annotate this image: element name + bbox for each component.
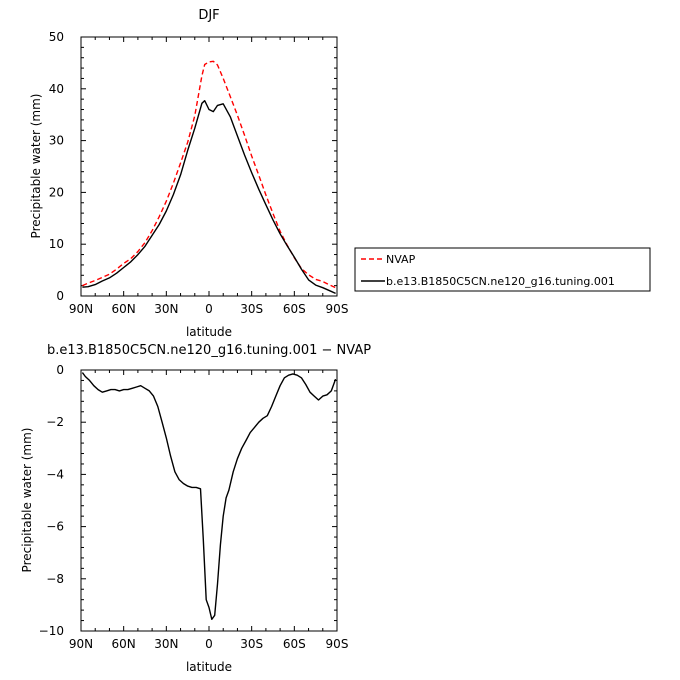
bottom-chart-ylabel: Precipitable water (mm) — [20, 428, 34, 573]
top-series-line-nvap — [82, 60, 336, 289]
bottom-xtick-label: 30N — [154, 637, 178, 651]
top-ytick-label: 50 — [49, 30, 64, 44]
top-xtick-label: 30N — [154, 302, 178, 316]
bottom-plot-frame — [80, 369, 338, 632]
top-axis-ticks: 90N 60N 30N 0 30S 60S 90S 0 10 20 30 40 50 — [49, 30, 349, 316]
bottom-xtick-label: 0 — [205, 637, 213, 651]
bottom-axis-ticks: 90N 60N 30N 0 30S 60S 90S 0 −2 −4 −6 −8 −10 — [39, 363, 349, 651]
top-ytick-label: 0 — [56, 289, 64, 303]
top-xtick-label: 30S — [240, 302, 263, 316]
top-ytick-label: 10 — [49, 237, 64, 251]
legend-nvap-label: NVAP — [386, 253, 416, 266]
top-series-group — [82, 60, 336, 295]
legend-box — [354, 247, 651, 292]
top-xtick-label: 0 — [205, 302, 213, 316]
legend: NVAP b.e13.B1850C5CN.ne120_g16.tuning.00… — [354, 247, 651, 292]
top-ytick-label: 40 — [49, 82, 64, 96]
bottom-ytick-label: −2 — [46, 415, 64, 429]
bottom-series-group — [81, 372, 337, 620]
bottom-chart-title: b.e13.B1850C5CN.ne120_g16.tuning.001 − N… — [47, 343, 371, 358]
top-xtick-label: 60N — [112, 302, 136, 316]
bottom-xtick-label: 30S — [240, 637, 263, 651]
bottom-ytick-label: −4 — [46, 467, 64, 481]
bottom-ytick-label: −8 — [46, 572, 64, 586]
bottom-ytick-label: 0 — [56, 363, 64, 377]
bottom-ytick-label: −6 — [46, 520, 64, 534]
bottom-xtick-label: 60S — [283, 637, 306, 651]
top-xtick-label: 90N — [69, 302, 93, 316]
bottom-xtick-label: 90N — [69, 637, 93, 651]
top-chart-title: DJF — [198, 8, 219, 23]
top-xtick-label: 90S — [326, 302, 349, 316]
legend-model-label: b.e13.B1850C5CN.ne120_g16.tuning.001 — [386, 275, 615, 288]
top-ytick-label: 20 — [49, 185, 64, 199]
bottom-chart: b.e13.B1850C5CN.ne120_g16.tuning.001 − N… — [20, 343, 371, 674]
top-series-line-model — [82, 99, 336, 295]
top-plot-frame — [80, 36, 338, 297]
top-xtick-label: 60S — [283, 302, 306, 316]
top-chart: DJF 90N 60N 30N 0 30S 60S 90S 0 10 20 30 40 50 latit… — [29, 8, 348, 339]
bottom-xtick-label: 90S — [326, 637, 349, 651]
bottom-ytick-label: −10 — [39, 624, 64, 638]
bottom-xtick-label: 60N — [112, 637, 136, 651]
top-chart-xlabel: latitude — [186, 325, 232, 339]
top-ytick-label: 30 — [49, 134, 64, 148]
bottom-series-line-model — [81, 372, 337, 620]
top-chart-ylabel: Precipitable water (mm) — [29, 94, 43, 239]
bottom-chart-xlabel: latitude — [186, 660, 232, 674]
